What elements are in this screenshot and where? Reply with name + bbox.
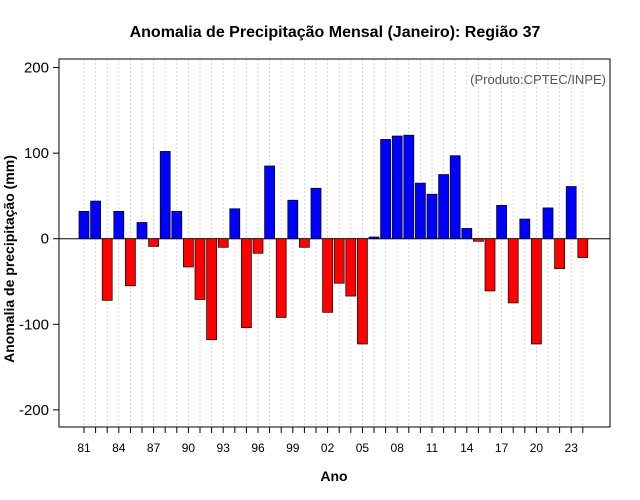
x-tick-label: 14	[460, 441, 474, 455]
bar-1996	[252, 238, 264, 254]
bar-1990	[183, 238, 194, 268]
bar-2014	[461, 228, 473, 240]
credit-text: (Produto:CPTEC/INPE)	[470, 72, 606, 87]
y-tick-label: 0	[41, 231, 49, 248]
bar-2016	[484, 238, 496, 292]
bar-1982	[90, 200, 101, 240]
bar-2009	[403, 134, 415, 240]
bar-2022	[554, 238, 565, 270]
y-tick-label: -200	[19, 402, 49, 419]
x-tick-label: 17	[495, 441, 509, 455]
bar-2021	[542, 207, 554, 240]
bar-1997	[264, 165, 275, 240]
bar-2023	[565, 186, 577, 240]
bar-2005	[357, 238, 368, 345]
x-tick-label: 84	[112, 441, 126, 455]
x-tick-label: 81	[77, 441, 91, 455]
bar-1986	[136, 222, 148, 240]
bar-1987	[148, 238, 159, 247]
x-tick-label: 05	[356, 441, 370, 455]
bar-1985	[125, 238, 136, 287]
bar-2008	[391, 135, 403, 240]
bar-2011	[426, 193, 438, 240]
bar-2019	[519, 218, 531, 240]
bar-2018	[507, 238, 519, 304]
bar-1999	[287, 199, 299, 240]
x-axis-label: Ano	[320, 468, 347, 484]
y-axis-label: Anomalia de precipitação (mm)	[1, 155, 17, 363]
x-tick-label: 08	[391, 441, 405, 455]
x-tick-label: 99	[286, 441, 300, 455]
plot-frame	[58, 58, 611, 428]
x-tick-label: 96	[251, 441, 265, 455]
x-tick-label: 02	[321, 441, 335, 455]
x-tick-label: 90	[182, 441, 196, 455]
y-tick-label: 200	[24, 60, 49, 77]
bar-2000	[299, 238, 310, 248]
bar-2004	[345, 238, 357, 297]
bar-1994	[229, 208, 241, 240]
bar-1983	[101, 238, 113, 301]
bars	[78, 134, 589, 345]
x-tick-label: 11	[426, 441, 439, 455]
bar-1995	[241, 238, 252, 329]
bar-1989	[171, 210, 183, 240]
bar-2012	[438, 174, 449, 240]
bar-2015	[473, 238, 484, 242]
y-tick-label: 100	[24, 145, 49, 162]
bar-2013	[449, 155, 461, 240]
y-axis: -200 -100 0 100 200	[19, 60, 59, 419]
bar-1988	[159, 151, 171, 240]
bar-1992	[206, 238, 217, 341]
x-axis: 81 84 87 90 93 96 99 02 05 08 11 14 17 20 23	[77, 427, 584, 455]
bar-2024	[577, 238, 589, 258]
chart-title: Anomalia de Precipitação Mensal (Janeiro…	[130, 24, 541, 41]
y-tick-label: -100	[19, 316, 49, 333]
bar-1998	[275, 238, 287, 318]
bar-1993	[217, 238, 229, 248]
bar-1991	[194, 238, 206, 300]
bar-2006	[368, 236, 380, 240]
bar-1981	[78, 210, 90, 240]
bar-2017	[496, 204, 507, 240]
grid-lines	[83, 59, 584, 427]
bar-2010	[415, 182, 426, 240]
bar-2007	[380, 139, 391, 240]
x-tick-label: 87	[147, 441, 161, 455]
x-tick-label: 93	[217, 441, 231, 455]
bar-2002	[322, 238, 333, 313]
x-tick-label: 23	[565, 441, 579, 455]
bar-2001	[310, 187, 322, 240]
bar-2020	[531, 238, 542, 345]
bar-1984	[113, 210, 125, 240]
bar-2003	[333, 238, 345, 284]
x-tick-label: 20	[530, 441, 544, 455]
